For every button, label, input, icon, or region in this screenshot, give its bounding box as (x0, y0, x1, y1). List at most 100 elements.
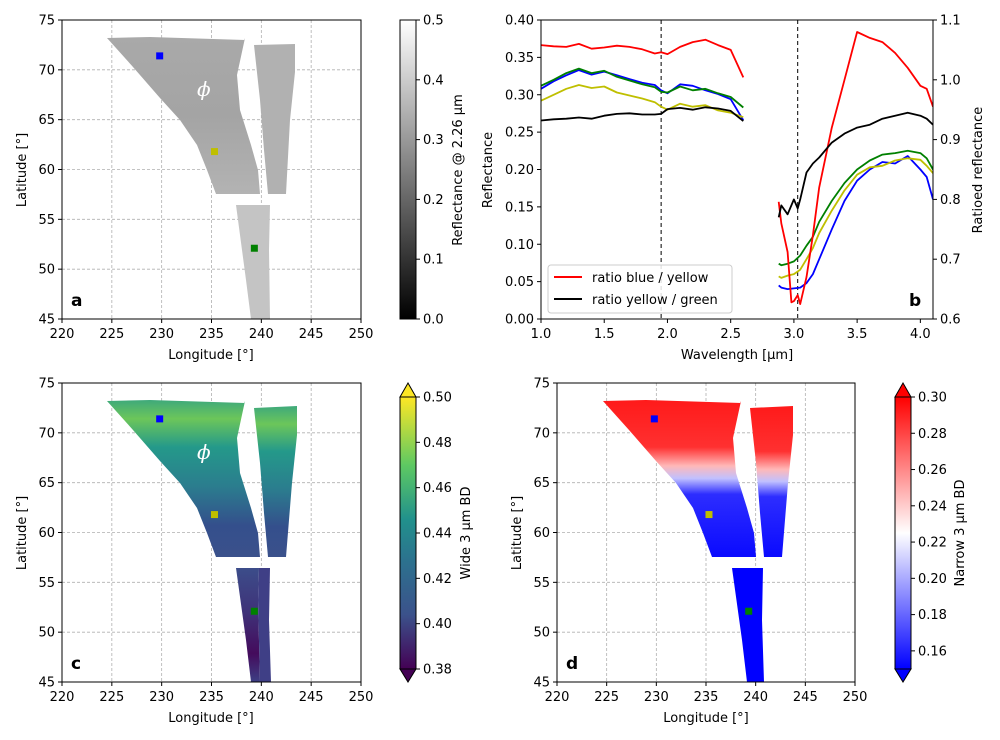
panel-d-marker-green (745, 607, 753, 615)
panel-c-colorbar-label: Wide 3 µm BD (459, 487, 474, 580)
panel-d-xtick-label-4: 240 (743, 690, 768, 705)
panel-c-ytick-label-0: 45 (38, 676, 55, 691)
panel-d-xlabel: Longitude [°] (663, 711, 748, 726)
panel-c-xtick-label-1: 225 (99, 690, 124, 705)
panel-d-ylabel: Latitude [°] (510, 496, 525, 570)
panel-a-marker-blue (156, 52, 164, 60)
panel-d-cbtick-label-4: 0.24 (918, 499, 947, 514)
panel-d-cbtick-label-6: 0.28 (918, 427, 947, 442)
panel-a-ytick-label-2: 55 (38, 213, 55, 228)
panel-a-colorbar-bar (399, 19, 417, 320)
panel-d-yticks: 45 50 55 60 65 70 75 (533, 377, 557, 691)
panel-d-colorbar-ticks: 0.16 0.18 0.20 0.22 0.24 0.26 0.28 0.30 (911, 391, 947, 659)
panel-d-xtick-label-6: 250 (843, 690, 868, 705)
panel-b-xtick-label-2: 2.0 (657, 327, 678, 342)
panel-b-series-green-segment-0 (541, 67, 744, 109)
panel-a-xtick-label-5: 245 (299, 327, 324, 342)
panel-b-legend-label-0: ratio blue / yellow (592, 271, 709, 286)
panel-a-phi-annotation: ϕ (197, 77, 211, 101)
panel-a-ytick-label-4: 65 (38, 113, 55, 128)
panel-c-markers (156, 415, 258, 615)
panel-a-cbtick-label-3: 0.3 (423, 133, 444, 148)
panel-c-ytick-label-5: 70 (38, 426, 55, 441)
panel-b-series-ratio-yellow-green-segment-0 (541, 106, 744, 122)
panel-b-ytick-label-0: 0.00 (505, 313, 534, 328)
panel-a-xtick-label-0: 220 (50, 327, 75, 342)
panel-c-ytick-label-3: 60 (38, 526, 55, 541)
panel-c-marker-blue (156, 415, 164, 423)
panel-c-xtick-label-4: 240 (249, 690, 274, 705)
panel-d-marker-yellow (705, 511, 713, 519)
panel-c-xtick-label-3: 235 (199, 690, 224, 705)
panel-b-ylabel-right: Ratioed reflectance (971, 107, 986, 234)
panel-a-cbtick-label-2: 0.2 (423, 193, 444, 208)
panel-a-colorbar-ticks: 0.0 0.1 0.2 0.3 0.4 0.5 (416, 14, 444, 328)
panel-a-cbtick-label-4: 0.4 (423, 73, 444, 88)
panel-c-colorbar-bar (400, 397, 416, 669)
panel-b-ytick-right-label-5: 1.1 (940, 14, 961, 29)
panel-a-marker-green (250, 244, 258, 252)
panel-b-series-yellow-segment-0 (541, 84, 744, 119)
panel-c-marker-yellow (210, 511, 218, 519)
panel-c-ylabel: Latitude [°] (15, 496, 30, 570)
panel-a-cbtick-label-5: 0.5 (423, 14, 444, 29)
panel-c-xtick-label-5: 245 (299, 690, 324, 705)
panel-c-marker-green (250, 607, 258, 615)
panel-b-xtick-label-3: 2.5 (720, 327, 741, 342)
panel-b-xlabel: Wavelength [µm] (681, 348, 793, 363)
panel-b-xtick-label-5: 3.5 (847, 327, 868, 342)
panel-a-swaths (107, 37, 295, 319)
panel-b-ytick-label-2: 0.10 (505, 238, 534, 253)
panel-c-ytick-label-4: 65 (38, 476, 55, 491)
panel-a-xtick-label-1: 225 (99, 327, 124, 342)
panel-d-cbtick-label-5: 0.26 (918, 463, 947, 478)
panel-a-letter: a (71, 291, 82, 311)
panel-b-series-yellow-segment-1 (778, 157, 933, 279)
panel-c-colorbar-ticks: 0.38 0.40 0.42 0.44 0.46 0.48 0.50 (416, 391, 452, 678)
panel-d-markers (650, 415, 753, 615)
panel-c-colorbar-extend-top (399, 381, 417, 398)
panel-b-legend-box (547, 264, 733, 314)
panel-a-xtick-label-6: 250 (349, 327, 374, 342)
panel-c-cbtick-label-1: 0.40 (423, 617, 452, 632)
panel-a-swath-right (254, 44, 295, 194)
panel-a-ylabel: Latitude [°] (15, 133, 30, 207)
panel-a-markers (156, 52, 258, 252)
panel-c-cbtick-label-0: 0.38 (423, 663, 452, 678)
panel-d-swath-main (603, 400, 756, 557)
panel-c-letter: c (71, 654, 81, 674)
panel-c-xtick-label-2: 230 (149, 690, 174, 705)
panel-c-swath-lower-right (258, 568, 271, 682)
panel-b-legend-label-1: ratio yellow / green (592, 293, 718, 308)
panel-c-xlabel: Longitude [°] (168, 711, 253, 726)
panel-d-cbtick-label-1: 0.18 (918, 608, 947, 623)
panel-b-xtick-label-4: 3.0 (784, 327, 805, 342)
panel-b-ytick-right-label-3: 0.9 (940, 133, 961, 148)
panel-d-colorbar-bar (895, 397, 911, 669)
panel-b-letter: b (909, 291, 921, 311)
panel-a-cbtick-label-1: 0.1 (423, 253, 444, 268)
panel-c-ytick-label-6: 75 (38, 377, 55, 392)
panel-c-xtick-label-0: 220 (50, 690, 75, 705)
panel-b-xtick-label-6: 4.0 (910, 327, 931, 342)
panel-b-ytick-label-6: 0.30 (505, 88, 534, 103)
panel-d-colorbar-label: Narrow 3 µm BD (953, 480, 968, 587)
panel-d-ytick-label-3: 60 (533, 526, 550, 541)
panel-c-swath-lower (236, 568, 260, 682)
panel-b-series-ratio-blue-yellow-segment-1 (777, 31, 933, 306)
panel-d-xtick-label-5: 245 (793, 690, 818, 705)
panel-d-cbtick-label-2: 0.20 (918, 572, 947, 587)
panel-a-xlabel: Longitude [°] (168, 348, 253, 363)
panel-d-swath-right (750, 406, 793, 557)
panel-d-marker-blue (650, 415, 658, 423)
panel-c-cbtick-label-6: 0.50 (423, 391, 452, 406)
panel-c-yticks: 45 50 55 60 65 70 75 (38, 377, 62, 691)
panel-a-xtick-label-3: 235 (199, 327, 224, 342)
panel-b-ytick-label-8: 0.40 (505, 14, 534, 29)
panel-d-xtick-label-3: 235 (694, 690, 719, 705)
panel-a-xticks: 220 225 230 235 240 245 250 (50, 319, 374, 342)
panel-d-ytick-label-1: 50 (533, 626, 550, 641)
panel-b-vlines (660, 20, 799, 319)
panel-d-ytick-label-6: 75 (533, 377, 550, 392)
panel-c-swath-main (107, 400, 260, 557)
